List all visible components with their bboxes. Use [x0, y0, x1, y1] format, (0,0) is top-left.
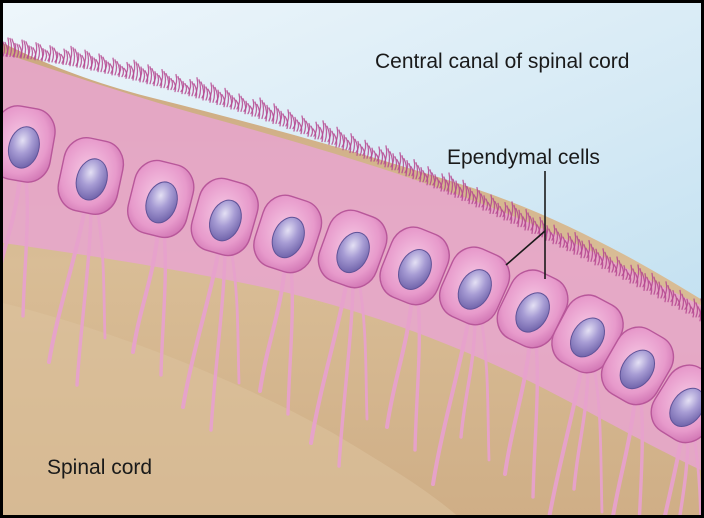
ependymal-cell	[438, 246, 511, 326]
ependymal-cell	[650, 364, 701, 444]
label-central-canal: Central canal of spinal cord	[375, 50, 630, 73]
cilia	[3, 37, 701, 322]
ependymal-cell	[190, 177, 259, 257]
ependymal-cell	[57, 136, 125, 215]
ependymal-cell	[253, 194, 323, 274]
ependymal-cell	[127, 159, 195, 239]
nucleus	[669, 387, 701, 427]
diagram-artwork	[3, 3, 701, 515]
ependymal-cell	[600, 326, 675, 406]
cell-processes	[3, 171, 701, 515]
nucleus	[336, 231, 370, 274]
leader-line-ependymal-branch	[505, 230, 546, 266]
nucleus	[209, 199, 242, 242]
nucleus	[271, 216, 305, 259]
nucleus	[515, 292, 550, 333]
nucleus	[75, 158, 108, 201]
ependymal-cell	[3, 105, 56, 183]
ependymal-cells-row	[3, 105, 701, 444]
ependymal-cell	[551, 294, 624, 374]
nucleus	[619, 349, 656, 390]
ependymal-cell	[317, 209, 388, 289]
nucleus	[7, 126, 40, 169]
label-ependymal-cells: Ependymal cells	[447, 146, 600, 169]
ependymal-cell	[379, 226, 450, 306]
nucleus	[145, 181, 178, 224]
nucleus	[398, 249, 432, 290]
nucleus	[569, 317, 606, 358]
label-spinal-cord: Spinal cord	[47, 456, 153, 479]
nucleus	[457, 269, 492, 310]
